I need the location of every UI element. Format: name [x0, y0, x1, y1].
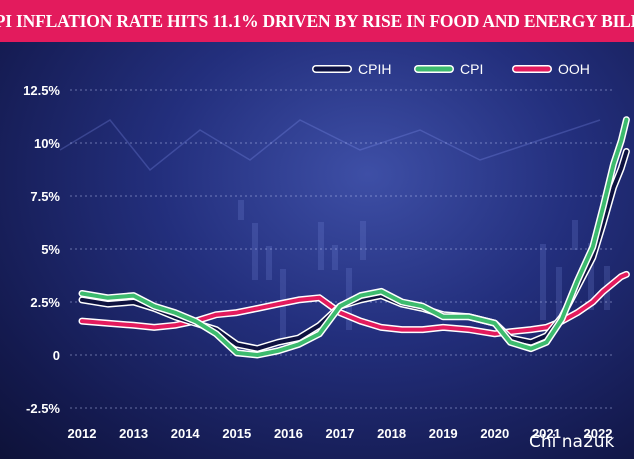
y-axis-tick-labels: -2.5% 0 2.5% 5% 7.5% 10% 12.5% [23, 83, 60, 416]
x-tick-label: 2012 [68, 426, 97, 441]
title-banner: CPI INFLATION RATE HITS 11.1% DRIVEN BY … [0, 0, 634, 42]
x-tick-label: 2018 [377, 426, 406, 441]
x-tick-label: 2021 [532, 426, 561, 441]
x-tick-label: 2022 [584, 426, 613, 441]
x-tick-label: 2019 [429, 426, 458, 441]
decor-candle [252, 223, 258, 280]
series-line-cpi [80, 117, 629, 357]
decor-candle [318, 222, 324, 270]
legend-label-cpi: CPI [460, 61, 483, 77]
decor-candle [540, 244, 546, 320]
series-lines [78, 116, 630, 359]
x-axis-tick-labels: 2012 2013 2014 2015 2016 2017 2018 2019 2020 2021… [68, 426, 613, 441]
decor-candle [360, 221, 366, 260]
x-tick-label: 2020 [480, 426, 509, 441]
x-tick-label: 2014 [171, 426, 201, 441]
x-tick-label: 2013 [119, 426, 148, 441]
y-tick-label: 5% [41, 242, 60, 257]
watermark-text: Chi na2uk [529, 432, 615, 452]
y-tick-label: 7.5% [30, 189, 60, 204]
decor-candle [266, 246, 272, 280]
y-tick-label: 10% [34, 136, 60, 151]
y-tick-label: 0 [53, 348, 60, 363]
decor-ghost-line [59, 119, 601, 172]
decor-candle [238, 200, 244, 220]
y-tick-label: 2.5% [30, 295, 60, 310]
x-tick-label: 2016 [274, 426, 303, 441]
decor-candle [588, 243, 594, 310]
decor-candle [332, 245, 338, 270]
legend-label-cpih: CPIH [358, 61, 391, 77]
x-tick-label: 2015 [222, 426, 251, 441]
legend-label-ooh: OOH [558, 61, 590, 77]
decor-candle [572, 220, 578, 250]
x-tick-label: 2017 [326, 426, 355, 441]
y-tick-label: -2.5% [26, 401, 60, 416]
chart-title: CPI INFLATION RATE HITS 11.1% DRIVEN BY … [0, 10, 634, 31]
chart-legend: CPIH CPI OOH [312, 61, 590, 77]
decor-candle [556, 267, 562, 320]
y-tick-label: 12.5% [23, 83, 60, 98]
chart-gridlines [70, 89, 612, 409]
